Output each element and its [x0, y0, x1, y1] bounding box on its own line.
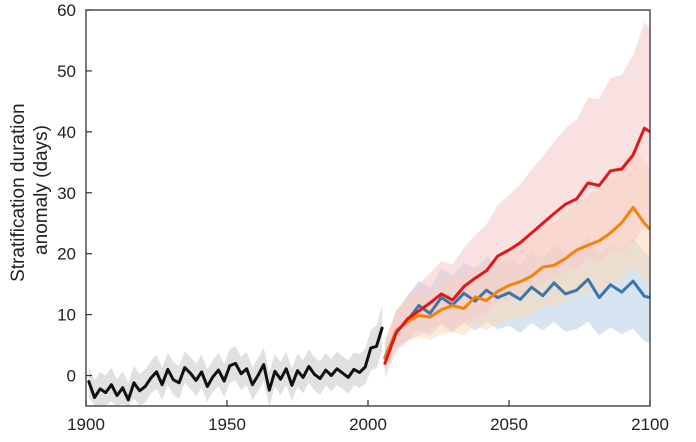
y-tick-label: 0: [67, 367, 76, 386]
intermediate-emissions-line: [383, 205, 650, 360]
y-tick-label: 40: [57, 123, 76, 142]
y-axis-label-line-2: anomaly (days): [31, 125, 52, 255]
y-tick-label: 30: [57, 184, 76, 203]
x-tick-label: 1900: [67, 415, 105, 434]
x-tick-label: 2050: [490, 415, 528, 434]
y-tick-label: 20: [57, 245, 76, 264]
series-lines: [87, 126, 650, 402]
y-axis: 0 10 20 30 40 50 60: [57, 1, 92, 386]
x-tick-label: 2100: [631, 415, 669, 434]
high-emissions-line: [383, 126, 650, 365]
x-tick-label: 1950: [208, 415, 246, 434]
y-axis-label-line-1: Stratification duration: [8, 103, 29, 282]
y-tick-label: 10: [57, 306, 76, 325]
y-tick-label: 50: [57, 62, 76, 81]
high-emissions-range-band: [384, 22, 650, 379]
low-emissions-line: [383, 277, 650, 359]
y-tick-label: 60: [57, 1, 76, 20]
historical-line: [87, 326, 384, 402]
x-tick-label: 2000: [349, 415, 387, 434]
y-axis-label: Stratification duration anomaly (days): [8, 98, 52, 282]
x-axis: 1900 1950 2000 2050 2100: [67, 400, 669, 434]
